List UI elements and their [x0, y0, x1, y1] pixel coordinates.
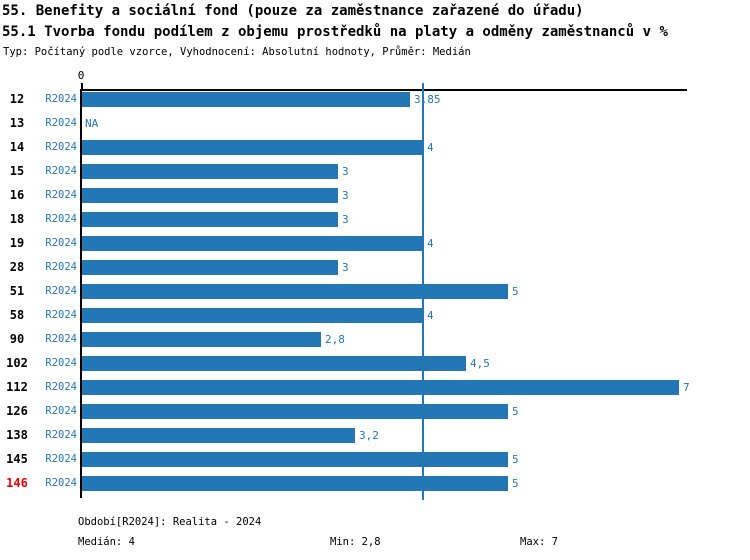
chart-row: 28 R2024 3: [0, 260, 750, 275]
row-period-label: R2024: [45, 309, 77, 321]
row-category-label: 28: [9, 260, 25, 274]
bar-value-label: 4,5: [470, 357, 490, 370]
bar-value-label: 7: [683, 381, 690, 394]
bar: [82, 92, 410, 107]
bar-value-label: 4: [427, 141, 434, 154]
row-category-label: 146: [6, 476, 28, 490]
footer-median: Medián: 4: [78, 536, 135, 548]
footer-period-info: Období[R2024]: Realita - 2024: [78, 516, 262, 528]
row-period-label: R2024: [45, 477, 77, 489]
row-period-label: R2024: [45, 237, 77, 249]
row-category-label: 18: [9, 212, 25, 226]
bar: [82, 404, 508, 419]
row-period-label: R2024: [45, 357, 77, 369]
page-title: 55. Benefity a sociální fond (pouze za z…: [2, 3, 584, 19]
bar: [82, 284, 508, 299]
chart-row: 19 R2024 4: [0, 236, 750, 251]
bar-value-label: 3: [342, 213, 349, 226]
bar: [82, 140, 423, 155]
bar-value-label: 3,2: [359, 429, 379, 442]
y-axis-line: [80, 89, 82, 498]
bar: [82, 260, 338, 275]
bar-value-label: 5: [512, 285, 519, 298]
bar-value-label: 5: [512, 405, 519, 418]
row-category-label: 90: [9, 332, 25, 346]
row-period-label: R2024: [45, 285, 77, 297]
row-period-label: R2024: [45, 405, 77, 417]
chart-subtitle: 55.1 Tvorba fondu podílem z objemu prost…: [2, 24, 668, 40]
chart-row: 15 R2024 3: [0, 164, 750, 179]
row-category-label: 16: [9, 188, 25, 202]
row-period-label: R2024: [45, 429, 77, 441]
row-category-label: 145: [6, 452, 28, 466]
chart-row: 126 R2024 5: [0, 404, 750, 419]
row-category-label: 12: [9, 92, 25, 106]
chart-row: 14 R2024 4: [0, 140, 750, 155]
bar: [82, 188, 338, 203]
row-period-label: R2024: [45, 165, 77, 177]
row-category-label: 126: [6, 404, 28, 418]
bar: [82, 476, 508, 491]
chart-row: 90 R2024 2,8: [0, 332, 750, 347]
row-period-label: R2024: [45, 117, 77, 129]
bar-value-label: 3,85: [414, 93, 441, 106]
bar: [82, 380, 679, 395]
bar-value-label: 3: [342, 189, 349, 202]
row-category-label: 58: [9, 308, 25, 322]
bar: [82, 452, 508, 467]
bar-value-label: NA: [85, 117, 99, 130]
row-category-label: 19: [9, 236, 25, 250]
row-period-label: R2024: [45, 93, 77, 105]
chart-row: 145 R2024 5: [0, 452, 750, 467]
row-category-label: 112: [6, 380, 28, 394]
bar: [82, 332, 321, 347]
chart-row: 51 R2024 5: [0, 284, 750, 299]
bar-value-label: 5: [512, 477, 519, 490]
bar: [82, 236, 423, 251]
chart-row: 102 R2024 4,5: [0, 356, 750, 371]
row-category-label: 138: [6, 428, 28, 442]
bar: [82, 164, 338, 179]
bar-value-label: 3: [342, 261, 349, 274]
row-period-label: R2024: [45, 213, 77, 225]
chart-row: 146 R2024 5: [0, 476, 750, 491]
bar-value-label: 4: [427, 237, 434, 250]
row-category-label: 102: [6, 356, 28, 370]
row-period-label: R2024: [45, 189, 77, 201]
chart-row: 18 R2024 3: [0, 212, 750, 227]
bar: [82, 356, 466, 371]
chart-row: 12 R2024 3,85: [0, 92, 750, 107]
footer-max: Max: 7: [520, 536, 558, 548]
chart-row: 112 R2024 7: [0, 380, 750, 395]
row-period-label: R2024: [45, 381, 77, 393]
chart-meta-line: Typ: Počítaný podle vzorce, Vyhodnocení:…: [3, 46, 471, 58]
x-axis-line: [80, 89, 687, 91]
bar-value-label: 3: [342, 165, 349, 178]
bar-value-label: 4: [427, 309, 434, 322]
row-category-label: 14: [9, 140, 25, 154]
chart-row: 138 R2024 3,2: [0, 428, 750, 443]
row-category-label: 51: [9, 284, 25, 298]
footer-min: Min: 2,8: [330, 536, 381, 548]
bar: [82, 212, 338, 227]
row-period-label: R2024: [45, 261, 77, 273]
chart-row: 13 R2024 NA: [0, 116, 750, 131]
row-period-label: R2024: [45, 453, 77, 465]
chart-row: 58 R2024 4: [0, 308, 750, 323]
x-axis-zero-tick-label: 0: [77, 69, 85, 82]
bar: [82, 428, 355, 443]
row-category-label: 13: [9, 116, 25, 130]
bar-value-label: 5: [512, 453, 519, 466]
bar: [82, 308, 423, 323]
chart-row: 16 R2024 3: [0, 188, 750, 203]
bar-value-label: 2,8: [325, 333, 345, 346]
row-category-label: 15: [9, 164, 25, 178]
row-period-label: R2024: [45, 333, 77, 345]
row-period-label: R2024: [45, 141, 77, 153]
x-axis-zero-tick: [81, 83, 83, 89]
